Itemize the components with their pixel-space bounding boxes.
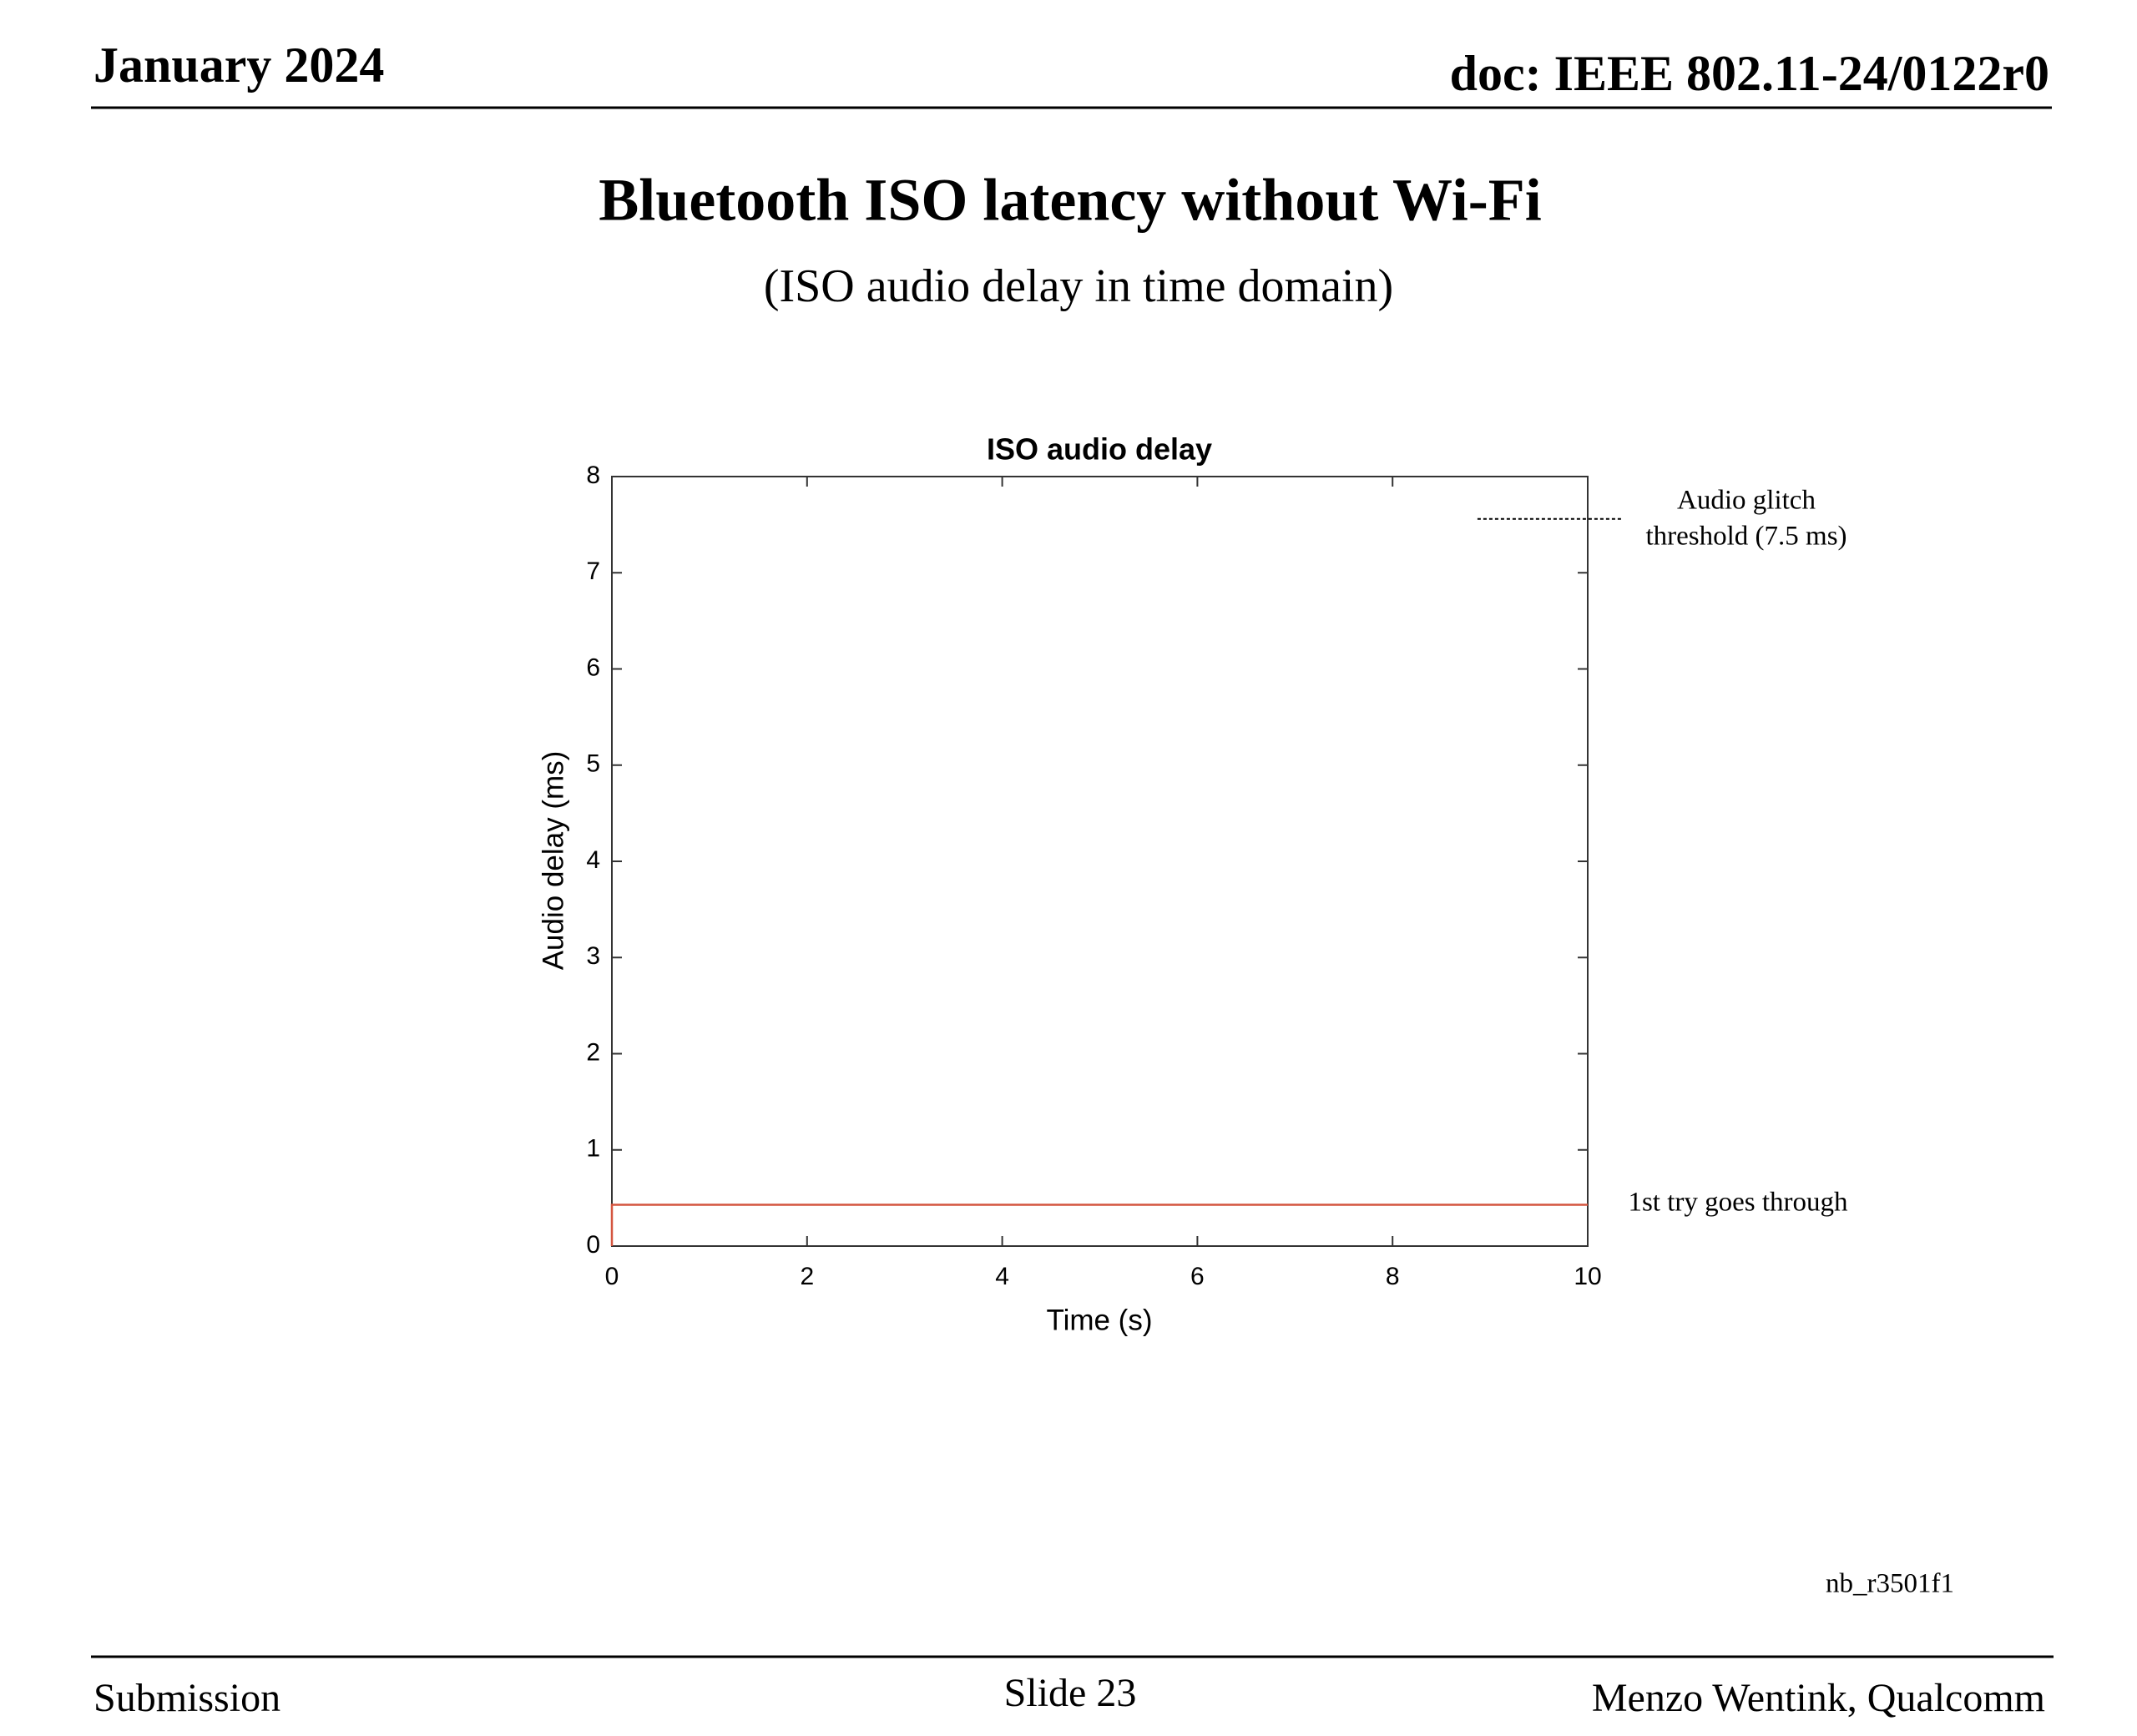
y-axis-label: Audio delay (ms) bbox=[537, 751, 569, 971]
annotation: 1st try goes through bbox=[1628, 1188, 1848, 1218]
annotation: threshold (7.5 ms) bbox=[1645, 522, 1847, 552]
footer-center: Slide 23 bbox=[1004, 1671, 1137, 1715]
data-line bbox=[610, 1204, 1588, 1246]
chart-title: ISO audio delay bbox=[987, 432, 1212, 467]
y-tick-label: 6 bbox=[586, 654, 600, 681]
x-tick-label: 8 bbox=[1386, 1263, 1400, 1290]
x-tick-label: 0 bbox=[605, 1263, 619, 1290]
header-date: January 2024 bbox=[93, 38, 384, 93]
footer-right: Menzo Wentink, Qualcomm bbox=[1592, 1676, 2045, 1720]
y-tick-label: 2 bbox=[586, 1038, 600, 1066]
x-axis-label: Time (s) bbox=[1046, 1304, 1152, 1336]
y-tick-label: 8 bbox=[586, 462, 600, 489]
y-tick-label: 1 bbox=[586, 1135, 600, 1163]
x-tick-label: 6 bbox=[1190, 1263, 1205, 1290]
x-tick-label: 4 bbox=[995, 1263, 1009, 1290]
slide-subtitle: (ISO audio delay in time domain) bbox=[764, 260, 1393, 312]
figure-id: nb_r3501f1 bbox=[1826, 1569, 1954, 1599]
header-doc: doc: IEEE 802.11-24/0122r0 bbox=[1450, 46, 2049, 101]
x-tick-label: 2 bbox=[800, 1263, 814, 1290]
y-tick-label: 7 bbox=[586, 558, 600, 585]
slide-title: Bluetooth ISO latency without Wi-Fi bbox=[599, 167, 1541, 234]
x-tick-label: 10 bbox=[1574, 1263, 1601, 1290]
y-tick-label: 4 bbox=[586, 846, 600, 874]
y-tick-label: 0 bbox=[586, 1231, 600, 1259]
footer-left: Submission bbox=[93, 1676, 280, 1720]
annotation: Audio glitch bbox=[1677, 486, 1816, 516]
y-tick-label: 5 bbox=[586, 750, 600, 778]
y-tick-label: 3 bbox=[586, 942, 600, 970]
